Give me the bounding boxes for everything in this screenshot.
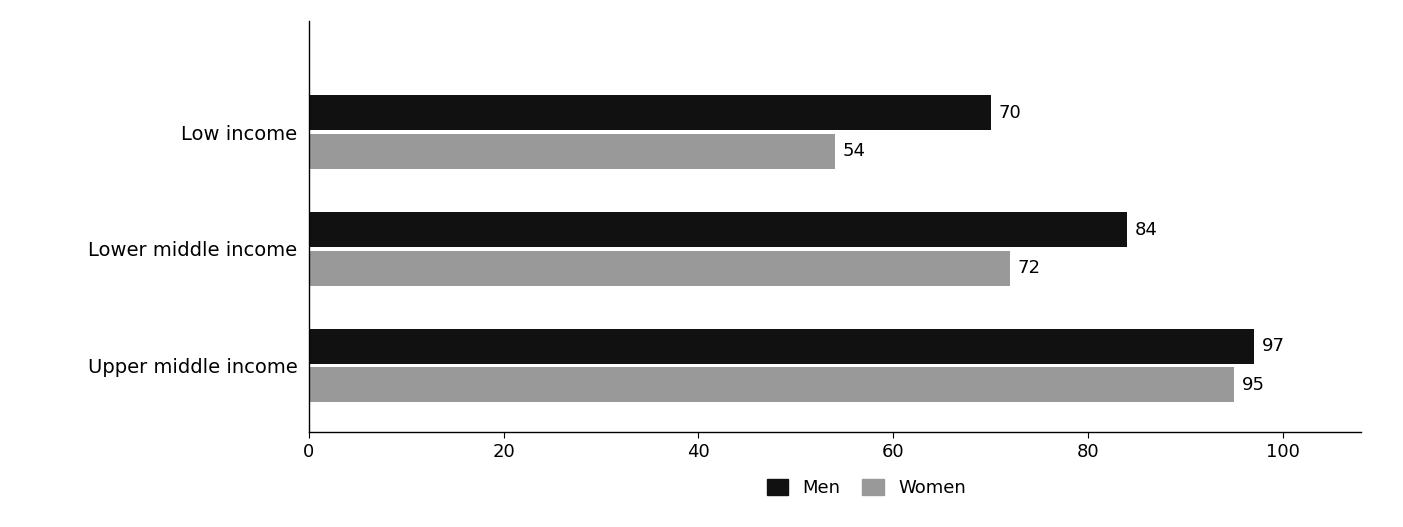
Bar xyxy=(309,367,1235,402)
Text: 54: 54 xyxy=(843,142,866,160)
Legend: Men, Women: Men, Women xyxy=(766,479,967,497)
Bar xyxy=(309,250,1010,286)
Bar xyxy=(309,95,991,130)
Text: 84: 84 xyxy=(1135,220,1157,239)
Text: 72: 72 xyxy=(1019,259,1041,277)
Text: 97: 97 xyxy=(1261,337,1285,355)
Text: 95: 95 xyxy=(1242,376,1266,394)
Bar xyxy=(309,212,1127,247)
Bar xyxy=(309,329,1254,364)
Bar xyxy=(309,134,835,169)
Text: 70: 70 xyxy=(999,104,1021,122)
